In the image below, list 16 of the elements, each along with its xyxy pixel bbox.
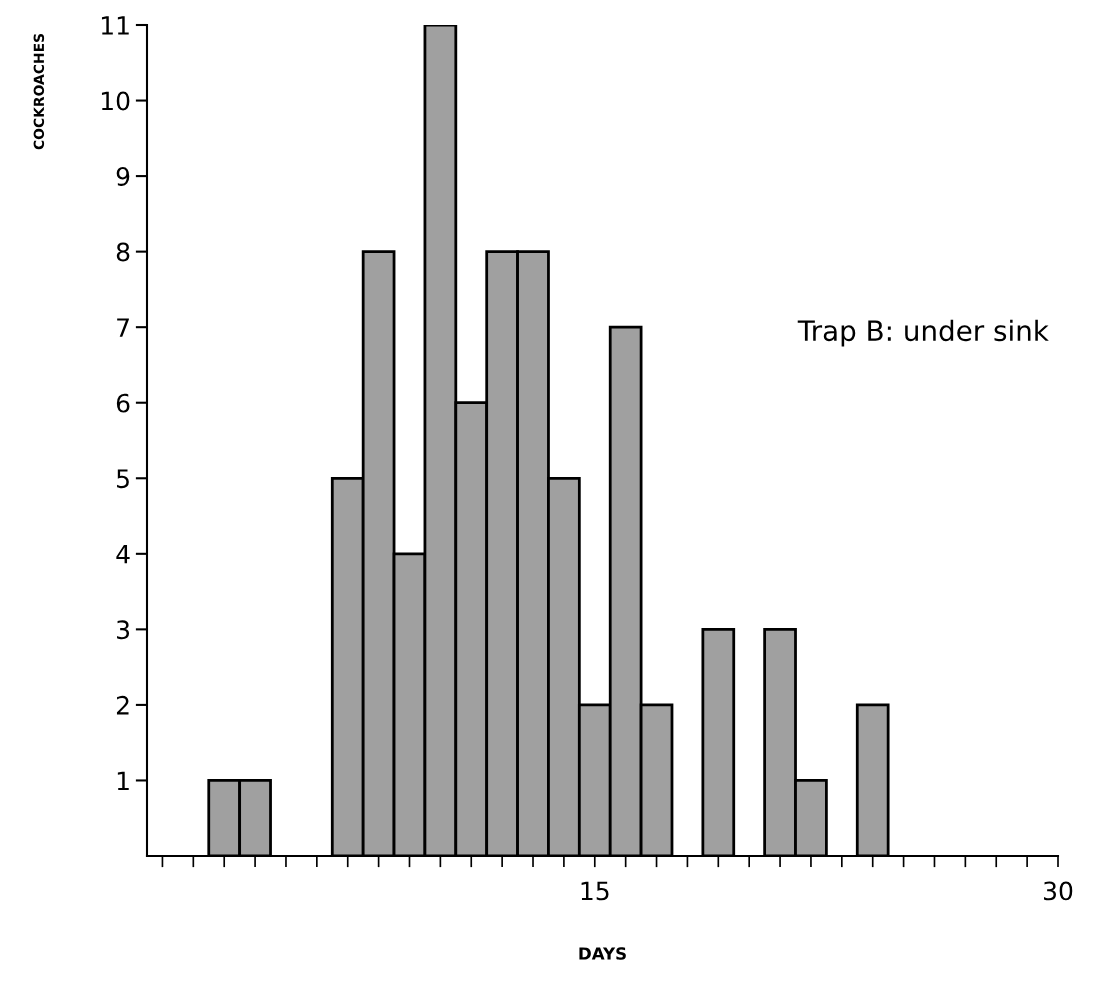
y-tick-label: 10 <box>101 91 130 111</box>
x-tick-label: 30 <box>1044 881 1073 901</box>
y-tick-label: 7 <box>117 318 129 337</box>
y-tick-label: 6 <box>116 393 130 413</box>
x-tick-label: 15 <box>581 881 609 901</box>
y-axis-title: COCKROACHES <box>33 33 45 150</box>
y-tick-label: 5 <box>117 469 129 489</box>
y-tick-label: 11 <box>101 16 129 35</box>
y-tick-label: 3 <box>117 620 130 640</box>
y-tick-label: 1 <box>117 771 129 790</box>
y-tick-label: 4 <box>116 545 130 564</box>
y-tick-label: 2 <box>116 695 129 715</box>
y-tick-label: 9 <box>116 167 130 186</box>
y-tick-label: 8 <box>116 242 130 262</box>
annotation: Trap B: under sink <box>797 319 1049 347</box>
x-axis-title: DAYS <box>579 947 626 960</box>
